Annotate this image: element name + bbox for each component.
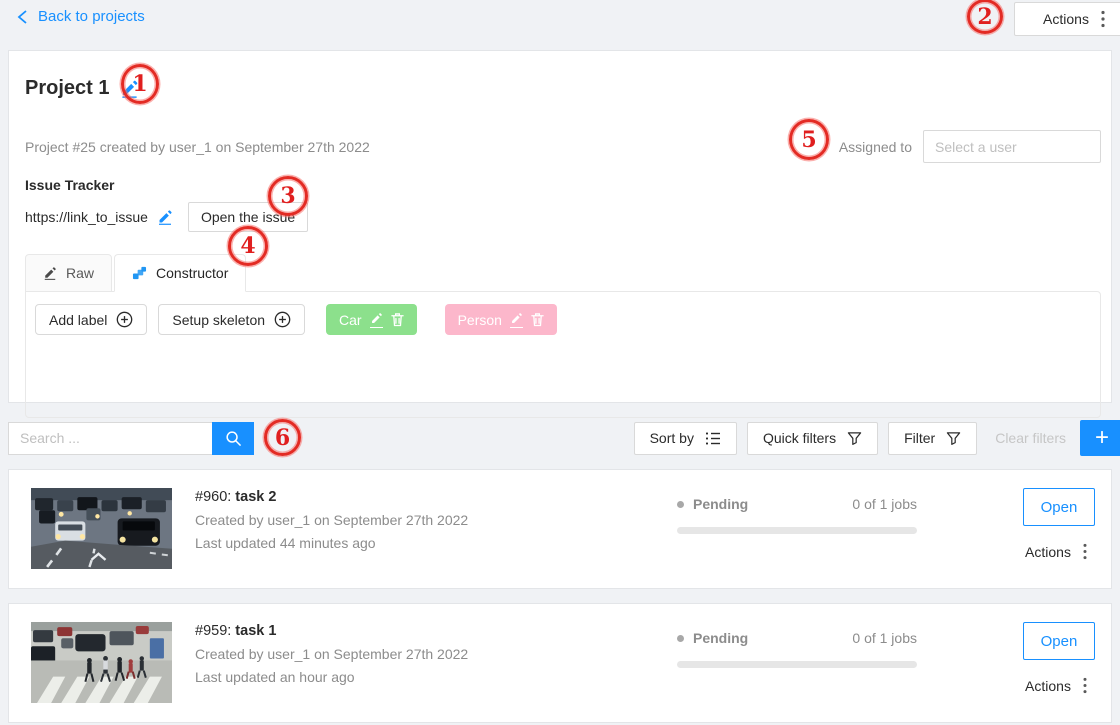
edit-label-icon[interactable] (369, 312, 383, 328)
edit-issue-url-icon[interactable] (157, 209, 173, 225)
quick-filters-label: Quick filters (762, 430, 837, 446)
issue-tracker-label: Issue Tracker (25, 177, 115, 193)
setup-skeleton-button[interactable]: Setup skeleton (158, 304, 306, 335)
task-jobs-count: 0 of 1 jobs (852, 496, 917, 512)
tab-raw-label: Raw (66, 265, 95, 281)
quick-filters-button[interactable]: Quick filters (746, 421, 879, 455)
tasks-toolbar: Sort by Quick filters Filter Clear filte… (8, 420, 1120, 456)
open-task-button[interactable]: Open (1023, 488, 1095, 526)
search-icon (225, 430, 242, 447)
back-to-projects-link[interactable]: Back to projects (16, 2, 145, 25)
task-card-959: #959: task 1 Created by user_1 on Septemb… (8, 603, 1112, 723)
sort-by-label: Sort by (649, 430, 694, 446)
issue-tracker-url: https://link_to_issue (25, 209, 148, 225)
back-to-projects-label: Back to projects (38, 8, 145, 25)
add-label-button[interactable]: Add label (35, 304, 148, 335)
task-id: #960: (195, 489, 232, 505)
task-jobs-count: 0 of 1 jobs (852, 630, 917, 646)
task-updated-text: Last updated 44 minutes ago (195, 535, 376, 551)
more-vertical-icon (1101, 10, 1105, 28)
status-dot (677, 634, 684, 642)
task-id: #959: (195, 623, 232, 639)
sort-by-button[interactable]: Sort by (633, 421, 737, 455)
project-title: Project 1 (25, 77, 110, 99)
assignee-select-input[interactable] (923, 130, 1101, 163)
task-card-960: #960: task 2 Created by user_1 on Septemb… (8, 469, 1112, 589)
task-updated-text: Last updated an hour ago (195, 669, 355, 685)
label-chip-person-name: Person (457, 311, 502, 328)
project-meta-text: Project #25 created by user_1 on Septemb… (25, 138, 370, 155)
task-actions-button[interactable]: Actions (1017, 677, 1095, 694)
task-progress-bar (677, 527, 917, 534)
plus-circle-icon (116, 311, 133, 328)
top-navigation-bar: Back to projects Actions (0, 0, 1120, 48)
task-thumbnail-crosswalk[interactable] (31, 622, 172, 703)
add-task-button[interactable]: + (1080, 420, 1120, 456)
edit-project-name-icon[interactable] (120, 79, 139, 98)
filter-button[interactable]: Filter (888, 421, 978, 455)
task-thumbnail-traffic[interactable] (31, 488, 172, 569)
task-actions-button[interactable]: Actions (1017, 543, 1095, 560)
setup-skeleton-text: Setup skeleton (172, 311, 266, 328)
tab-constructor[interactable]: Constructor (114, 254, 247, 292)
more-vertical-icon (1083, 543, 1087, 560)
project-actions-label: Actions (1043, 11, 1089, 27)
assigned-to-label: Assigned to (838, 138, 912, 155)
task-created-text: Created by user_1 on September 27th 2022 (195, 646, 469, 662)
edit-label-icon[interactable] (509, 312, 523, 328)
open-task-button[interactable]: Open (1023, 622, 1095, 660)
filter-funnel-icon (946, 431, 961, 446)
open-the-issue-button[interactable]: Open the issue (187, 202, 309, 232)
pencil-icon (43, 266, 57, 280)
more-vertical-icon (1083, 677, 1087, 694)
task-search-input[interactable] (8, 421, 212, 455)
task-progress-bar (677, 661, 917, 668)
task-created-text: Created by user_1 on September 27th 2022 (195, 512, 469, 528)
add-label-text: Add label (49, 311, 108, 328)
task-status: Pending (693, 496, 749, 512)
task-status: Pending (693, 630, 749, 646)
status-dot (677, 500, 684, 508)
delete-label-icon[interactable] (390, 312, 404, 327)
delete-label-icon[interactable] (531, 312, 544, 327)
chevron-left-icon (16, 9, 29, 25)
ordered-list-icon (705, 431, 721, 446)
labels-editor-tabs: Raw Constructor (25, 254, 1101, 292)
project-actions-button[interactable]: Actions (1014, 2, 1120, 36)
clear-filters-button[interactable]: Clear filters (995, 430, 1066, 446)
label-chip-car[interactable]: Car (326, 304, 417, 335)
filter-label: Filter (904, 430, 936, 446)
filter-funnel-icon (847, 431, 862, 446)
label-chip-car-name: Car (339, 311, 362, 328)
label-chip-person[interactable]: Person (444, 304, 557, 335)
task-actions-label: Actions (1025, 677, 1071, 694)
plus-circle-icon (274, 311, 291, 328)
project-details-card: Project 1 Project #25 created by user_1 … (8, 50, 1112, 418)
tab-raw[interactable]: Raw (25, 254, 113, 292)
task-actions-label: Actions (1025, 543, 1071, 560)
search-button[interactable] (212, 421, 254, 455)
task-name[interactable]: task 2 (235, 489, 277, 505)
build-blocks-icon (132, 266, 147, 280)
constructor-panel: Add label Setup skeleton Car Person (25, 291, 1101, 418)
task-name[interactable]: task 1 (235, 623, 277, 639)
tab-constructor-label: Constructor (156, 265, 229, 281)
